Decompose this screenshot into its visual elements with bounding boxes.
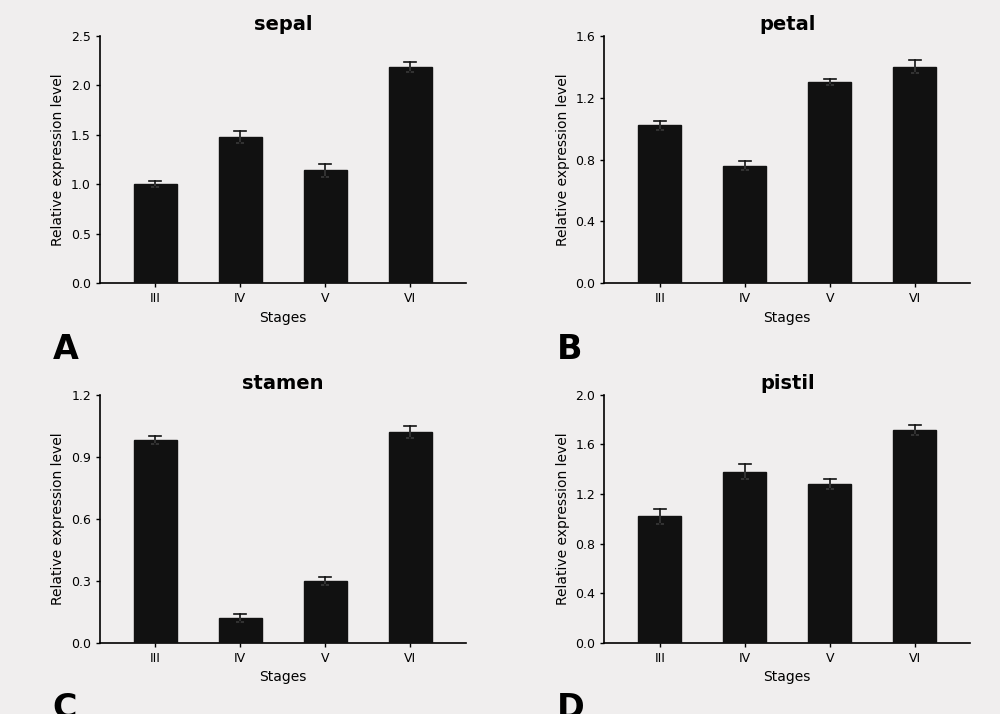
Bar xyxy=(723,166,766,283)
Y-axis label: Relative expression level: Relative expression level xyxy=(51,74,65,246)
Text: B: B xyxy=(557,333,582,366)
Bar xyxy=(219,137,262,283)
Bar xyxy=(219,618,262,643)
Bar xyxy=(638,126,681,283)
Title: sepal: sepal xyxy=(254,15,312,34)
Bar xyxy=(304,171,347,283)
Y-axis label: Relative expression level: Relative expression level xyxy=(556,433,570,605)
Bar xyxy=(134,184,177,283)
Bar xyxy=(134,441,177,643)
X-axis label: Stages: Stages xyxy=(764,311,811,325)
Text: D: D xyxy=(557,692,585,714)
Bar xyxy=(808,484,851,643)
Bar xyxy=(389,67,432,283)
Bar xyxy=(723,472,766,643)
Text: A: A xyxy=(52,333,78,366)
Text: C: C xyxy=(52,692,77,714)
X-axis label: Stages: Stages xyxy=(259,670,306,684)
Bar xyxy=(893,430,936,643)
Bar xyxy=(389,432,432,643)
Bar xyxy=(304,580,347,643)
Title: petal: petal xyxy=(759,15,815,34)
X-axis label: Stages: Stages xyxy=(259,311,306,325)
Bar xyxy=(893,66,936,283)
Title: pistil: pistil xyxy=(760,374,815,393)
Bar xyxy=(638,516,681,643)
Y-axis label: Relative expression level: Relative expression level xyxy=(556,74,570,246)
X-axis label: Stages: Stages xyxy=(764,670,811,684)
Title: stamen: stamen xyxy=(242,374,324,393)
Y-axis label: Relative expression level: Relative expression level xyxy=(51,433,65,605)
Bar xyxy=(808,82,851,283)
